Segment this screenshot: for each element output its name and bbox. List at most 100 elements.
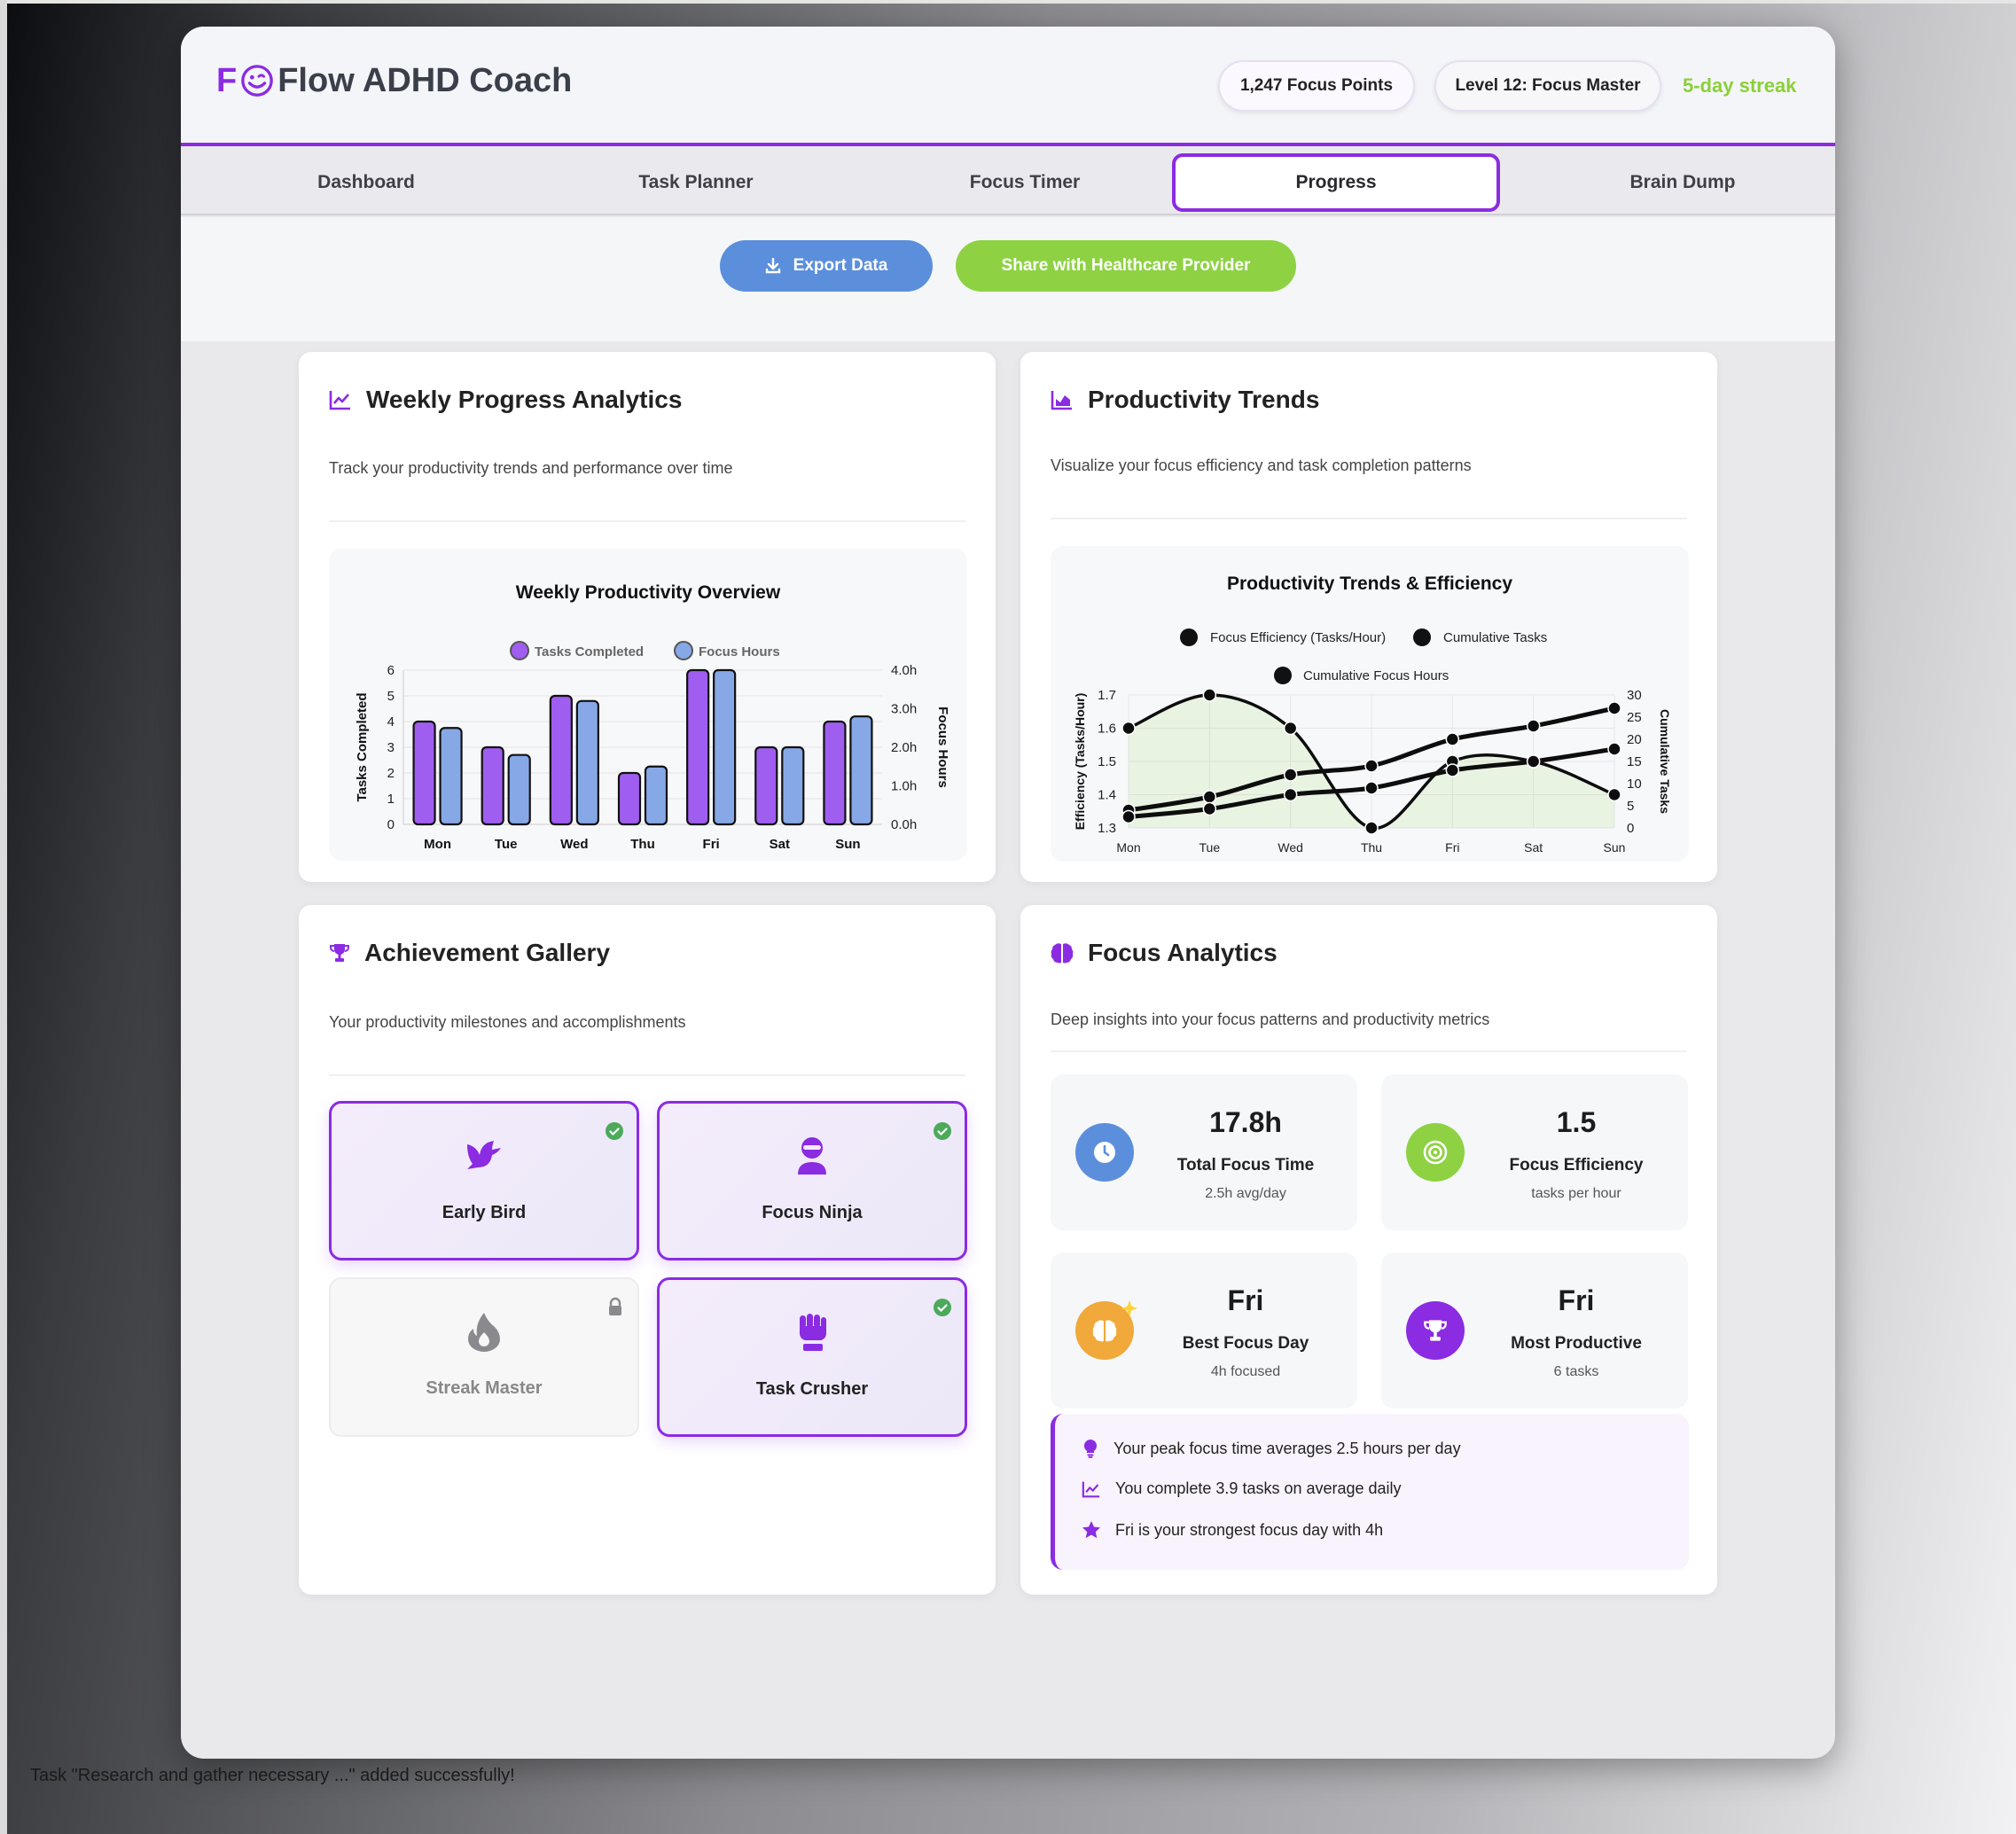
streak-indicator: 5-day streak xyxy=(1683,74,1797,97)
toast-notification: Task "Research and gather necessary ..."… xyxy=(30,1766,515,1785)
x-tick-label: Fri xyxy=(1445,840,1459,855)
x-tick-label: Sat xyxy=(770,837,790,852)
y2-axis-title: Cumulative Tasks xyxy=(1658,709,1672,814)
y2-tick-label: 10 xyxy=(1627,777,1642,792)
stat-label: Focus Efficiency xyxy=(1509,1156,1644,1175)
y2-tick-label: 30 xyxy=(1627,688,1642,703)
achievement-name: Early Bird xyxy=(441,1203,527,1222)
productivity-trends-heading: Productivity Trends xyxy=(1051,386,1319,414)
achievement-gallery-subtitle: Your productivity milestones and accompl… xyxy=(329,1013,686,1031)
data-point xyxy=(1607,701,1621,715)
fire-icon xyxy=(468,1313,500,1352)
bar-hours xyxy=(644,765,668,826)
fist-icon xyxy=(800,1314,826,1351)
weekly-progress-heading: Weekly Progress Analytics xyxy=(329,386,682,414)
data-point xyxy=(1364,759,1379,773)
stat-value: Fri xyxy=(1227,1284,1264,1316)
y2-tick-label: 0.0h xyxy=(891,817,917,832)
y-axis-title: Efficiency (Tasks/Hour) xyxy=(1073,693,1087,831)
data-point xyxy=(1202,790,1217,804)
focus-analytics-card: Focus Analytics Deep insights into your … xyxy=(1020,905,1717,1595)
tab-focus-timer[interactable]: Focus Timer xyxy=(969,172,1081,192)
brain-icon xyxy=(1051,943,1074,964)
tab-progress[interactable]: Progress xyxy=(1172,153,1500,212)
productivity-trends-subtitle: Visualize your focus efficiency and task… xyxy=(1051,457,1472,474)
stat-value: 17.8h xyxy=(1209,1106,1282,1138)
check-circle-icon xyxy=(934,1299,951,1316)
export-data-button[interactable]: Export Data xyxy=(720,240,933,292)
stat-label: Total Focus Time xyxy=(1176,1156,1315,1175)
stat-subtext: tasks per hour xyxy=(1531,1186,1621,1201)
data-point xyxy=(1283,721,1298,736)
bar-tasks xyxy=(754,745,778,826)
app-title: Flow ADHD Coach xyxy=(277,62,573,99)
logo-letter: F xyxy=(216,62,238,99)
stat-subtext: 6 tasks xyxy=(1553,1364,1599,1379)
chart-line-icon xyxy=(1082,1481,1100,1497)
divider xyxy=(329,520,965,522)
trophy-icon xyxy=(1424,1320,1447,1341)
bar-tasks xyxy=(686,668,710,826)
tab-dashboard[interactable]: Dashboard xyxy=(317,172,415,192)
check-circle-icon xyxy=(934,1122,951,1140)
weekly-chart-container: Weekly Productivity Overview Tasks Compl… xyxy=(329,549,967,861)
data-point xyxy=(1121,809,1136,824)
data-point xyxy=(1526,719,1541,733)
logo[interactable]: F Flow ADHD Coach xyxy=(216,64,572,98)
x-tick-label: Mon xyxy=(424,837,451,852)
data-point xyxy=(1607,742,1621,756)
stat-most-productive: Fri Most Productive 6 tasks xyxy=(1381,1253,1688,1409)
stat-icon-circle xyxy=(1075,1301,1134,1360)
y-tick-label: 3 xyxy=(387,740,395,755)
tab-task-planner[interactable]: Task Planner xyxy=(638,172,754,192)
lock-icon xyxy=(609,1297,621,1315)
focus-analytics-title: Focus Analytics xyxy=(1088,939,1278,966)
stat-subtext: 2.5h avg/day xyxy=(1205,1186,1286,1201)
data-point xyxy=(1526,754,1541,769)
x-tick-label: Wed xyxy=(560,837,588,852)
stat-best-focus-day: Fri Best Focus Day 4h focused xyxy=(1051,1253,1357,1409)
y-tick-label: 1.5 xyxy=(1098,754,1116,769)
y2-tick-label: 1.0h xyxy=(891,779,917,794)
x-tick-label: Mon xyxy=(1116,840,1140,855)
achievement-icon-wrap xyxy=(660,1136,965,1180)
share-healthcare-button[interactable]: Share with Healthcare Provider xyxy=(956,240,1296,292)
y2-tick-label: 4.0h xyxy=(891,663,917,678)
y-tick-label: 6 xyxy=(387,663,395,678)
achievement-early-bird[interactable]: Early Bird xyxy=(329,1101,639,1260)
achievement-streak-master[interactable]: Streak Master xyxy=(329,1277,639,1437)
app-header: F Flow ADHD Coach 1,247 Focus Points Lev… xyxy=(181,27,1835,146)
y-tick-label: 5 xyxy=(387,689,395,704)
stat-label: Most Productive xyxy=(1511,1334,1642,1353)
tab-brain-dump[interactable]: Brain Dump xyxy=(1629,172,1736,192)
achievement-name: Task Crusher xyxy=(755,1379,869,1399)
brain-icon xyxy=(1092,1320,1117,1342)
data-point xyxy=(1445,763,1460,777)
x-tick-label: Thu xyxy=(1361,840,1382,855)
dove-icon xyxy=(467,1141,501,1169)
y2-tick-label: 3.0h xyxy=(891,702,917,717)
y2-tick-label: 15 xyxy=(1627,754,1642,769)
achievement-focus-ninja[interactable]: Focus Ninja xyxy=(657,1101,967,1260)
legend-label: Cumulative Focus Hours xyxy=(1303,668,1449,683)
y2-axis-title: Focus Hours xyxy=(935,706,950,788)
y-tick-label: 4 xyxy=(387,714,395,730)
bar-tasks xyxy=(617,771,642,826)
weekly-progress-card: Weekly Progress Analytics Track your pro… xyxy=(299,352,996,882)
stat-icon-circle xyxy=(1406,1301,1465,1360)
stat-label: Best Focus Day xyxy=(1182,1334,1309,1353)
bar-tasks xyxy=(412,720,436,826)
stat-icon-circle xyxy=(1406,1123,1465,1182)
main-tabs: Dashboard Task Planner Focus Timer Progr… xyxy=(181,150,1835,215)
lightbulb-icon xyxy=(1083,1439,1098,1458)
chart-area-icon xyxy=(1051,391,1072,410)
stat-value: Fri xyxy=(1558,1284,1595,1316)
y2-tick-label: 2.0h xyxy=(891,740,917,755)
achievement-task-crusher[interactable]: Task Crusher xyxy=(657,1277,967,1437)
bar-tasks xyxy=(549,694,573,826)
y-tick-label: 2 xyxy=(387,766,395,781)
insight-text: Fri is your strongest focus day with 4h xyxy=(1115,1520,1384,1539)
divider xyxy=(329,1074,965,1076)
trends-chart-title: Productivity Trends & Efficiency xyxy=(1226,574,1513,594)
x-tick-label: Sun xyxy=(1604,840,1626,855)
